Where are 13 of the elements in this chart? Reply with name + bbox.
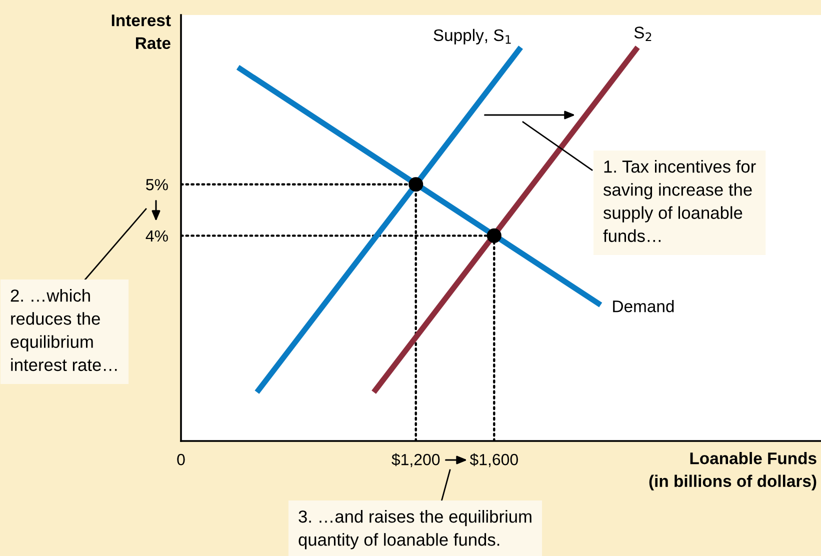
y-tick-label: 4% (146, 230, 168, 242)
y-tick-label: 5% (146, 179, 168, 190)
x-tick-label: 0 (177, 454, 185, 466)
x-tick-label: $1,200 (392, 453, 440, 468)
series-label: Supply, S$_{1}$ (434, 28, 511, 44)
series-label: Demand (613, 300, 674, 312)
x-tick-label: $1,600 (470, 453, 518, 468)
annotation: 1. Tax incentives for saving increase the supply of loanable funds… (603, 160, 756, 242)
y-axis-title: Interest Rate (112, 14, 171, 50)
x-axis-title: Loanable Funds (in billions of dollars) (649, 452, 816, 490)
series-label: S$_{2}$ (634, 26, 652, 42)
text: 2. …which reduces the equilibrium interest rate… (10, 289, 117, 372)
text: 3. …and raises the equilibrium quantity of loanable funds. (298, 510, 532, 550)
